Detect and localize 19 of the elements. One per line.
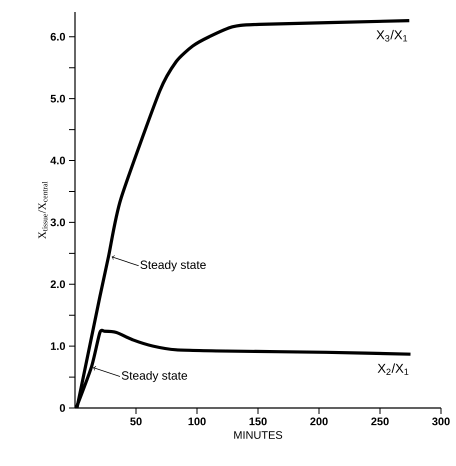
- y-tick-label: 1.0: [50, 342, 66, 350]
- x-axis-title: MINUTES: [234, 431, 282, 439]
- x-tick-label: 150: [250, 418, 267, 426]
- y-tick-label: 5.0: [50, 94, 66, 103]
- y-tick-label: 4.0: [50, 156, 66, 164]
- y-tick-label: 2.0: [50, 280, 66, 288]
- annotation: Steady state: [140, 260, 206, 272]
- x-tick-label: 100: [188, 418, 206, 426]
- y-axis-title: X$_{tissue}$/X$_{central}$: [38, 182, 48, 239]
- x-tick-label: 50: [130, 418, 142, 426]
- x-tick-label: 200: [310, 418, 328, 426]
- x-tick-label: 250: [371, 418, 389, 426]
- y-tick-label: 0: [60, 404, 66, 412]
- y-tick-label: 3.0: [50, 218, 66, 226]
- x-tick-label: 300: [432, 418, 450, 426]
- y-tick-label: 6.0: [50, 32, 66, 41]
- series-label: X$_{3}$/X$_{1}$: [376, 30, 408, 42]
- annotation: Steady state: [122, 370, 188, 382]
- series-label: X$_{2}$/X$_{1}$: [378, 363, 408, 375]
